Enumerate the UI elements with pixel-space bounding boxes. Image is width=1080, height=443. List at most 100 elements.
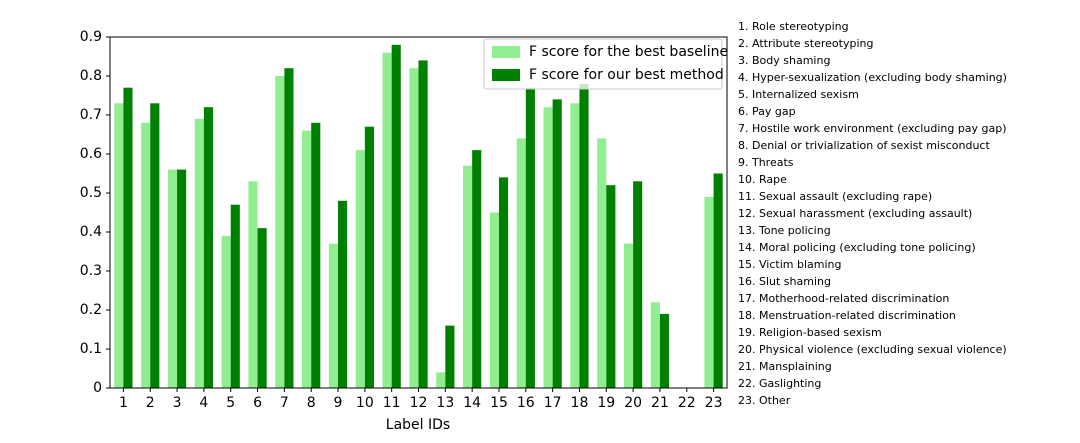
x-tick-label: 14 xyxy=(463,395,481,411)
bar xyxy=(489,212,499,388)
bar xyxy=(659,313,670,388)
label-description: 20. Physical violence (excluding sexual … xyxy=(738,343,1007,356)
bar xyxy=(257,228,267,388)
bar xyxy=(463,165,473,388)
bar xyxy=(114,103,124,389)
bar xyxy=(364,126,374,388)
bar xyxy=(194,118,204,389)
bar xyxy=(623,243,634,388)
x-tick-label: 8 xyxy=(307,395,316,411)
x-tick-label: 17 xyxy=(544,395,562,411)
label-description: 7. Hostile work environment (excluding p… xyxy=(738,122,1007,135)
bar xyxy=(284,68,294,388)
label-description: 15. Victim blaming xyxy=(738,258,841,271)
x-tick-label: 16 xyxy=(517,395,535,411)
bar xyxy=(150,103,160,389)
bar xyxy=(275,76,285,388)
label-description: 13. Tone policing xyxy=(738,224,831,237)
label-description: 19. Religion-based sexism xyxy=(738,326,882,339)
bar xyxy=(141,122,151,389)
label-description: 3. Body shaming xyxy=(738,54,830,67)
bar xyxy=(230,204,240,388)
bar xyxy=(409,68,419,388)
y-tick-label: 0.7 xyxy=(80,107,102,123)
x-tick-label: 15 xyxy=(490,395,508,411)
x-tick-label: 2 xyxy=(146,395,155,411)
x-tick-label: 20 xyxy=(624,395,642,411)
label-description: 2. Attribute stereotyping xyxy=(738,37,873,50)
bar xyxy=(650,302,660,388)
y-tick-label: 0.8 xyxy=(80,68,102,84)
legend-swatch xyxy=(492,69,520,81)
x-tick-label: 10 xyxy=(356,395,374,411)
bar xyxy=(338,200,348,388)
bar xyxy=(579,83,589,389)
label-description: 10. Rape xyxy=(738,173,787,186)
bar xyxy=(203,107,214,388)
y-tick-label: 0.9 xyxy=(80,29,102,45)
label-description: 8. Denial or trivialization of sexist mi… xyxy=(738,139,990,152)
bar xyxy=(382,52,392,388)
bar xyxy=(472,150,482,388)
label-description: 11. Sexual assault (excluding rape) xyxy=(738,190,932,203)
label-description: 5. Internalized sexism xyxy=(738,88,859,101)
legend-label: F score for the best baseline xyxy=(529,44,728,60)
x-tick-label: 21 xyxy=(651,395,669,411)
bar xyxy=(418,60,428,389)
label-description: 6. Pay gap xyxy=(738,105,796,118)
y-tick-label: 0.1 xyxy=(80,341,102,357)
legend-label: F score for our best method xyxy=(529,67,724,83)
label-description: 17. Motherhood-related discrimination xyxy=(738,292,949,305)
bar xyxy=(445,325,455,388)
bar xyxy=(167,169,178,388)
bar xyxy=(177,169,187,388)
x-tick-label: 12 xyxy=(410,395,428,411)
x-tick-label: 9 xyxy=(334,395,343,411)
bar xyxy=(713,173,723,388)
label-description: 18. Menstruation-related discrimination xyxy=(738,309,956,322)
label-description: 1. Role stereotyping xyxy=(738,20,849,33)
bar xyxy=(311,122,321,389)
bar xyxy=(391,44,401,389)
bar xyxy=(570,103,580,389)
bar xyxy=(543,107,553,388)
legend-swatch xyxy=(492,46,520,58)
bar xyxy=(221,235,231,388)
y-tick-label: 0.4 xyxy=(80,224,102,240)
bar xyxy=(328,243,339,388)
bar xyxy=(436,372,446,388)
plot-frame xyxy=(109,36,728,389)
x-tick-label: 19 xyxy=(597,395,615,411)
x-tick-label: 22 xyxy=(678,395,696,411)
x-tick-label: 6 xyxy=(253,395,262,411)
x-tick-label: 13 xyxy=(436,395,454,411)
y-tick-label: 0 xyxy=(93,380,102,396)
label-description: 4. Hyper-sexualization (excluding body s… xyxy=(738,71,1007,84)
x-tick-label: 11 xyxy=(383,395,401,411)
legend-box xyxy=(483,38,723,90)
bar xyxy=(123,87,133,388)
x-tick-label: 7 xyxy=(280,395,289,411)
bar xyxy=(606,185,616,388)
bar xyxy=(525,87,535,388)
label-description: 21. Mansplaining xyxy=(738,360,832,373)
y-tick-label: 0.3 xyxy=(80,263,102,279)
bar xyxy=(552,99,562,389)
bar xyxy=(516,138,526,388)
label-description: 9. Threats xyxy=(738,156,794,169)
x-tick-label: 18 xyxy=(571,395,589,411)
y-tick-label: 0.2 xyxy=(80,302,102,318)
x-tick-label: 23 xyxy=(705,395,723,411)
label-description: 14. Moral policing (excluding tone polic… xyxy=(738,241,976,254)
bar xyxy=(498,177,509,388)
bar xyxy=(633,181,643,388)
bar xyxy=(597,138,607,388)
bar xyxy=(704,196,714,388)
label-description: 12. Sexual harassment (excluding assault… xyxy=(738,207,972,220)
label-description: 16. Slut shaming xyxy=(738,275,831,288)
x-axis-label: Label IDs xyxy=(386,417,450,433)
x-tick-label: 5 xyxy=(226,395,235,411)
bar xyxy=(302,130,312,388)
x-tick-label: 1 xyxy=(119,395,128,411)
